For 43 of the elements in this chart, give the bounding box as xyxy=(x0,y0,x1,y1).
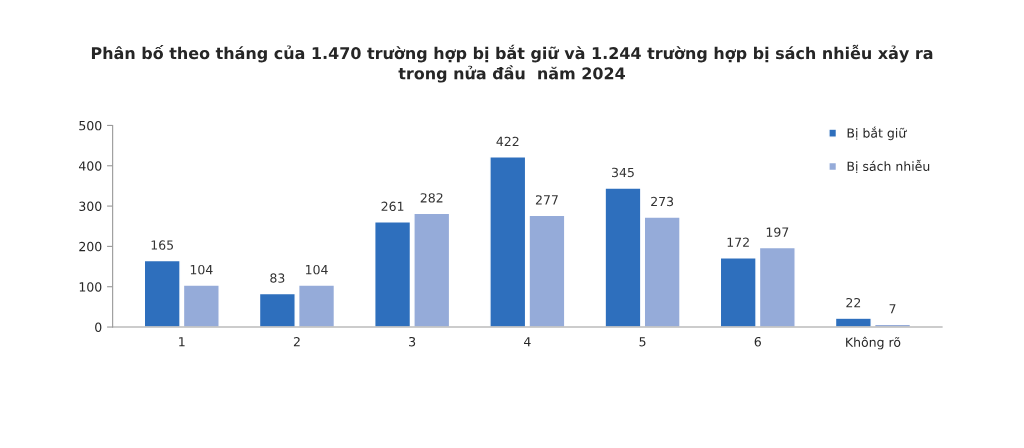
y-tick-label: 400 xyxy=(78,161,102,171)
bar xyxy=(374,221,412,328)
data-label: 165 xyxy=(151,240,174,250)
bar xyxy=(719,256,757,328)
data-label: 83 xyxy=(270,273,285,283)
data-label: 422 xyxy=(496,136,519,146)
legend-label: Bị bắt giữ xyxy=(847,126,907,141)
bar xyxy=(258,292,296,328)
bar xyxy=(758,246,796,328)
bar xyxy=(143,259,181,328)
data-label: 104 xyxy=(305,264,328,275)
bar xyxy=(297,284,336,328)
legend-label: Bị sách nhiễu xyxy=(847,159,930,174)
x-tick-label: 6 xyxy=(754,336,761,347)
data-label: 261 xyxy=(381,201,404,212)
data-label: 104 xyxy=(190,264,213,275)
data-label: 282 xyxy=(420,193,443,203)
x-tick-label: 2 xyxy=(293,336,300,347)
y-tick-label: 300 xyxy=(79,201,102,212)
bar xyxy=(643,216,681,328)
y-tick-label: 100 xyxy=(79,282,102,292)
y-tick-label: 0 xyxy=(95,322,102,332)
bar xyxy=(413,212,451,328)
x-tick-label: Không rõ xyxy=(846,336,901,350)
data-label: 197 xyxy=(766,227,789,237)
bar xyxy=(604,187,642,328)
data-label: 345 xyxy=(612,167,634,178)
bar xyxy=(489,156,527,328)
bar xyxy=(834,317,872,328)
data-label: 277 xyxy=(535,195,558,205)
y-tick-label: 500 xyxy=(79,120,102,131)
y-tick-label: 200 xyxy=(79,241,102,252)
bar xyxy=(528,214,566,328)
data-label: 273 xyxy=(651,196,674,207)
chart-title: Phân bố theo tháng của 1.470 trường hợp bị bắt giữ và 1.244 trường hợp bị sách nhiễu xảy ra trong nửa đầu năm 2024 xyxy=(91,44,933,83)
data-label: 7 xyxy=(889,304,896,314)
x-tick-label: 5 xyxy=(639,337,646,347)
x-tick-label: 1 xyxy=(179,337,185,347)
x-tick-label: 3 xyxy=(409,336,416,347)
data-label: 172 xyxy=(727,237,749,247)
bar xyxy=(182,284,220,328)
data-label: 22 xyxy=(846,297,861,308)
x-tick-label: 4 xyxy=(523,337,531,347)
